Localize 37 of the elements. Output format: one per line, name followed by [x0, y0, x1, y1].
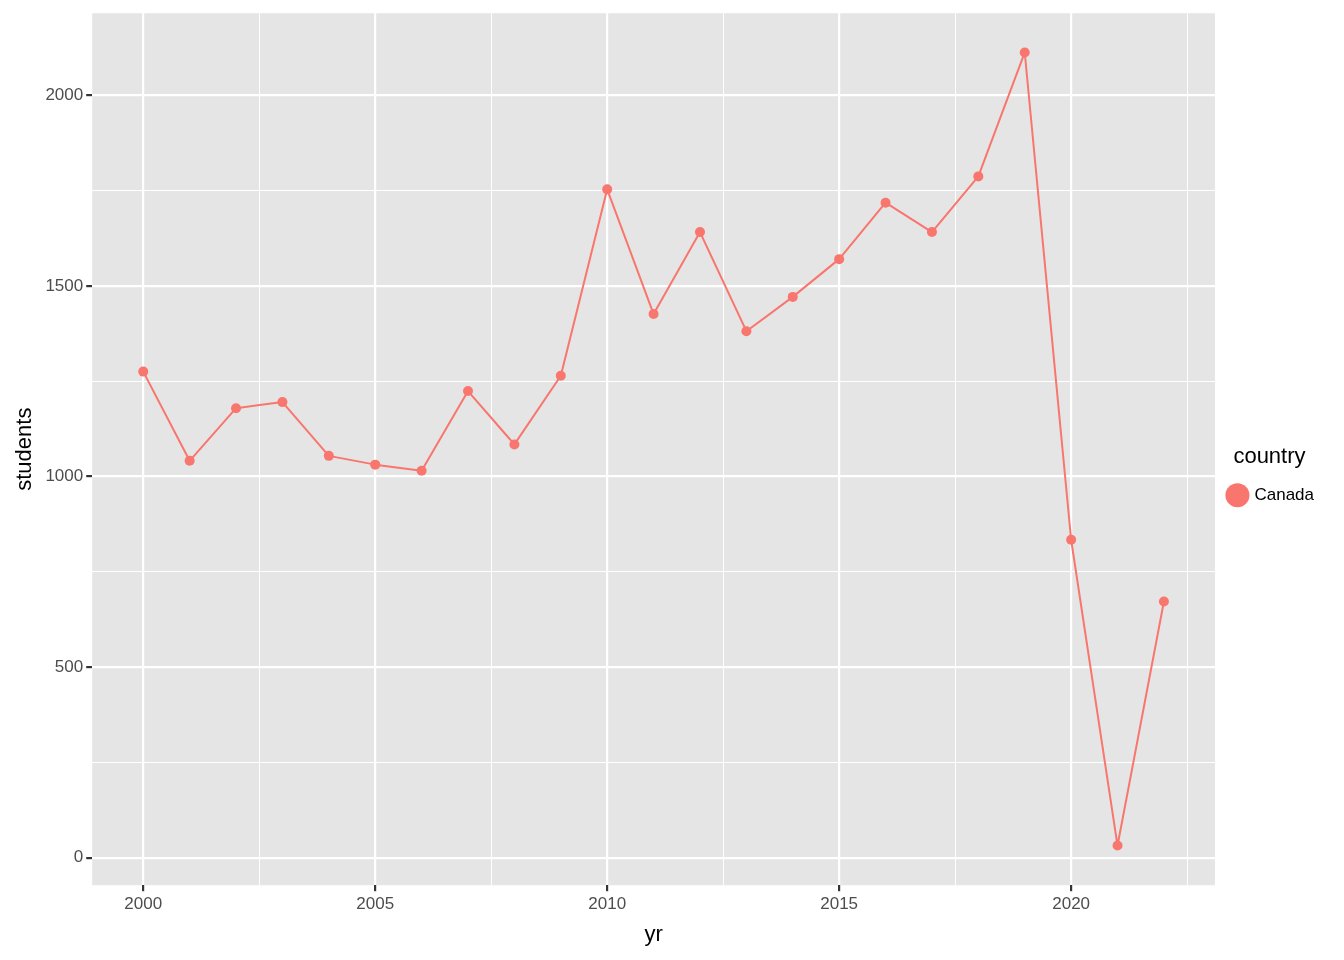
x-tick-label: 2015	[820, 894, 859, 914]
point	[277, 397, 288, 408]
point	[694, 227, 705, 238]
x-tick-label: 2010	[588, 894, 627, 914]
point	[138, 366, 149, 377]
point	[1158, 596, 1169, 607]
y-tick-label: 1000	[45, 466, 84, 486]
x-axis-title: yr	[644, 920, 663, 946]
point	[416, 465, 427, 476]
y-tick-label: 2000	[45, 84, 84, 104]
point	[231, 403, 242, 414]
point	[1066, 534, 1077, 545]
point	[926, 227, 937, 238]
point	[741, 326, 752, 337]
x-tick-label: 2020	[1052, 894, 1091, 914]
legend-label: Canada	[1254, 484, 1315, 504]
y-tick-label: 0	[73, 847, 84, 867]
point	[973, 171, 984, 182]
point	[323, 450, 334, 461]
y-axis-title: students	[11, 407, 37, 491]
point	[787, 291, 798, 302]
point	[602, 184, 613, 195]
point	[509, 439, 520, 450]
point	[184, 455, 195, 466]
x-tick-label: 2005	[356, 894, 395, 914]
point	[555, 370, 566, 381]
x-tick-label: 2000	[124, 894, 163, 914]
point	[1019, 47, 1030, 58]
point	[648, 309, 659, 320]
legend-title: country	[1233, 443, 1306, 469]
y-tick-label: 500	[54, 656, 84, 676]
point	[463, 386, 474, 397]
y-tick-label: 1500	[45, 275, 84, 295]
point	[1112, 840, 1123, 851]
point	[370, 459, 381, 470]
point	[834, 254, 845, 265]
point	[880, 197, 891, 208]
